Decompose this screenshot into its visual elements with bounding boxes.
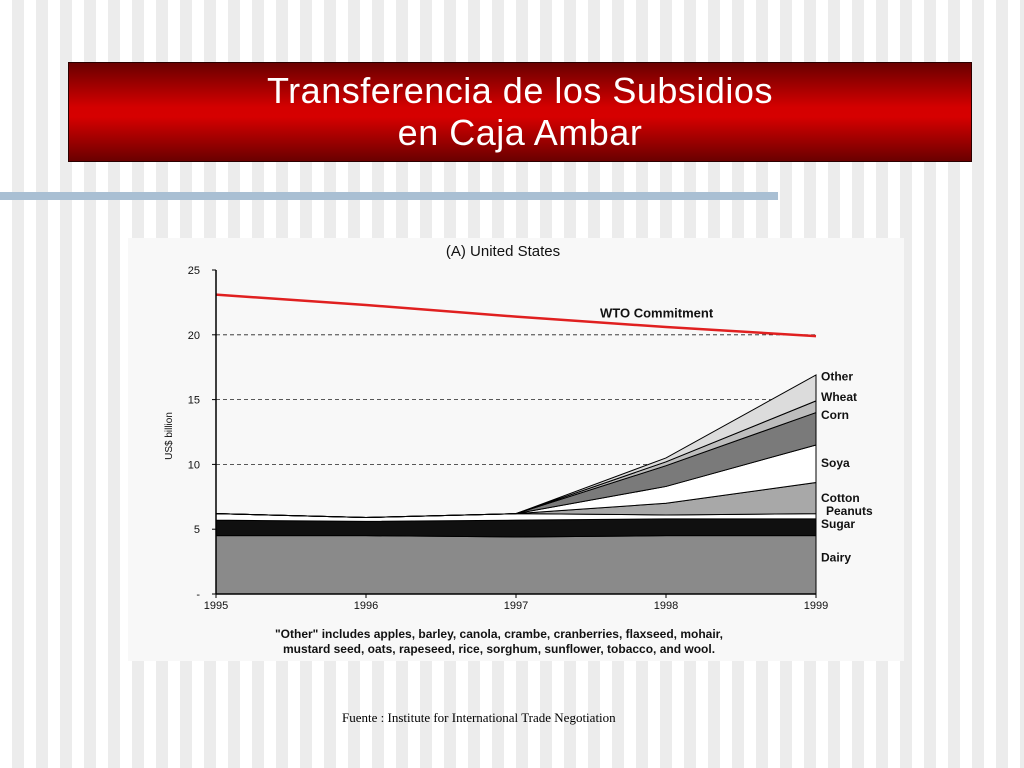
y-tick-label: 25 xyxy=(188,265,200,277)
x-tick-label: 1999 xyxy=(804,600,828,612)
chart-panel: (A) United States US$ billion "Other" in… xyxy=(128,238,904,661)
stacked-area-chart: (A) United States US$ billion "Other" in… xyxy=(164,243,873,656)
y-tick-label: 20 xyxy=(188,330,200,342)
wto-commitment-label: WTO Commitment xyxy=(600,306,714,321)
area-sugar xyxy=(215,518,817,538)
series-label-peanuts: Peanuts xyxy=(826,504,873,518)
source-note: Fuente : Institute for International Tra… xyxy=(342,710,616,725)
y-tick-label: 5 xyxy=(194,524,200,536)
x-tick-label: 1997 xyxy=(504,600,528,612)
chart-title: (A) United States xyxy=(446,243,560,260)
wto-commitment-line xyxy=(215,293,817,338)
slide-title-line-1: Transferencia de los Subsidios xyxy=(267,70,773,111)
footnote-line-1: "Other" includes apples, barley, canola,… xyxy=(275,627,723,641)
series-label-soya: Soya xyxy=(821,456,850,470)
x-tick-label: 1995 xyxy=(204,600,228,612)
y-tick-label: 10 xyxy=(188,459,200,471)
y-axis-label: US$ billion xyxy=(164,412,175,460)
area-dairy xyxy=(215,535,817,595)
series-label-dairy: Dairy xyxy=(821,551,851,565)
area-other xyxy=(215,374,817,519)
divider-rule xyxy=(0,192,778,200)
footnote-line-2: mustard seed, oats, rapeseed, rice, sorg… xyxy=(283,642,715,656)
series-label-other: Other xyxy=(821,369,853,383)
x-tick-label: 1996 xyxy=(354,600,378,612)
series-label-corn: Corn xyxy=(821,408,849,422)
series-label-sugar: Sugar xyxy=(821,517,855,531)
series-label-cotton: Cotton xyxy=(821,491,860,505)
y-tick-label: 15 xyxy=(188,395,200,407)
x-tick-label: 1998 xyxy=(654,600,678,612)
series-label-wheat: Wheat xyxy=(821,390,857,404)
y-tick-label: - xyxy=(196,589,200,601)
title-banner: Transferencia de los Subsidios en Caja A… xyxy=(68,62,972,162)
slide-title-line-2: en Caja Ambar xyxy=(397,112,643,153)
